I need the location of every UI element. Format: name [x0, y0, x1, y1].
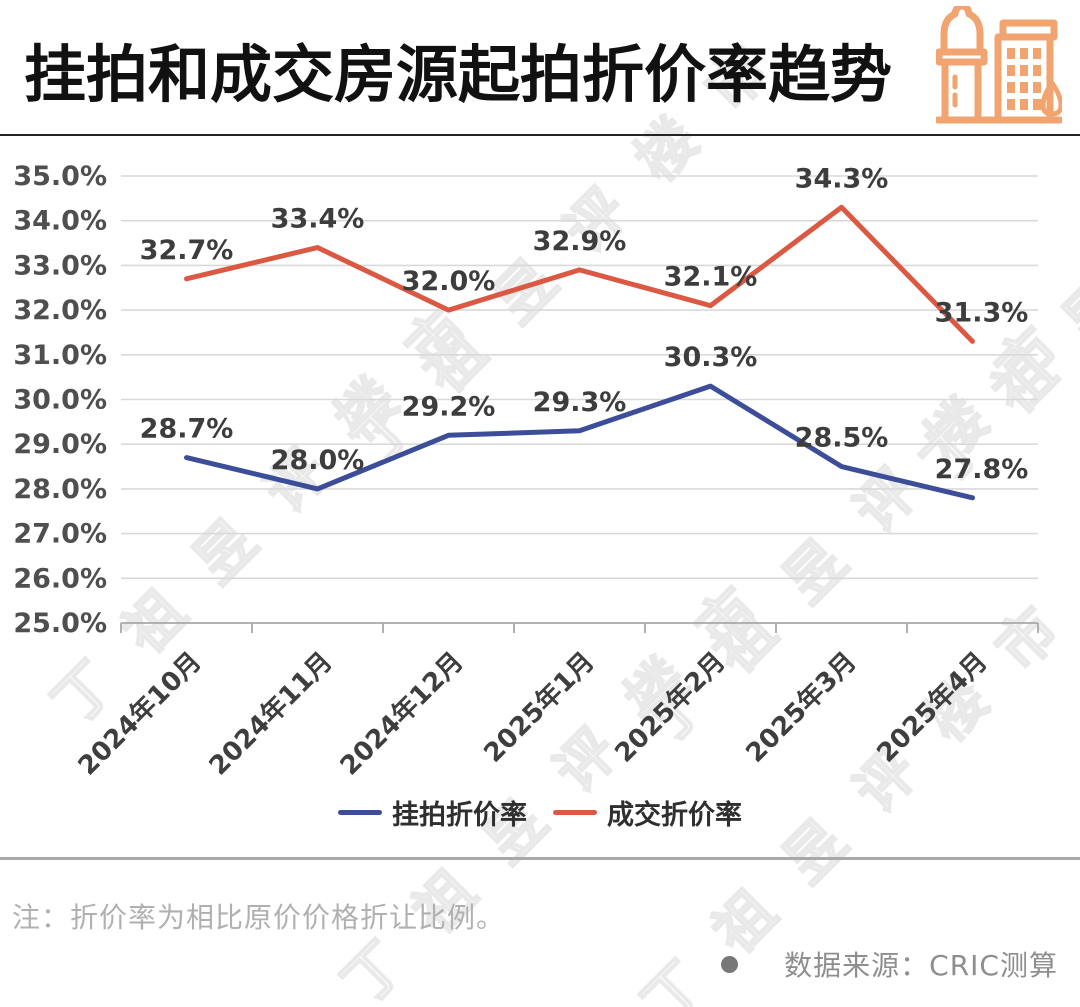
data-source-row: 数据来源：CRIC测算	[721, 944, 1058, 984]
title-divider	[0, 134, 1080, 136]
bullet-icon	[721, 955, 739, 973]
header: 挂拍和成交房源起拍折价率趋势	[0, 0, 1080, 134]
footer-divider	[0, 857, 1080, 860]
legend-label-listed: 挂拍折价率	[392, 799, 527, 831]
legend-line-swatch-listed	[338, 809, 382, 815]
page-title: 挂拍和成交房源起拍折价率趋势	[24, 38, 893, 111]
chart-legend: 挂拍折价率 成交折价率	[0, 796, 1080, 831]
icon-building-windows	[1007, 48, 1041, 110]
city-buildings-icon	[936, 6, 1062, 124]
data-source-text: 数据来源：CRIC测算	[784, 949, 1058, 982]
note-text: 注：折价率为相比原价价格折让比例。	[12, 901, 506, 934]
legend-label-sold: 成交折价率	[607, 799, 742, 831]
icon-building-body	[994, 33, 1054, 124]
icon-tree	[1040, 80, 1062, 123]
icon-dome	[940, 6, 984, 56]
legend-item-listed: 挂拍折价率	[338, 793, 527, 832]
icon-tower-body	[941, 58, 982, 124]
legend-line-swatch-sold	[553, 809, 597, 815]
legend-item-sold: 成交折价率	[553, 793, 742, 832]
